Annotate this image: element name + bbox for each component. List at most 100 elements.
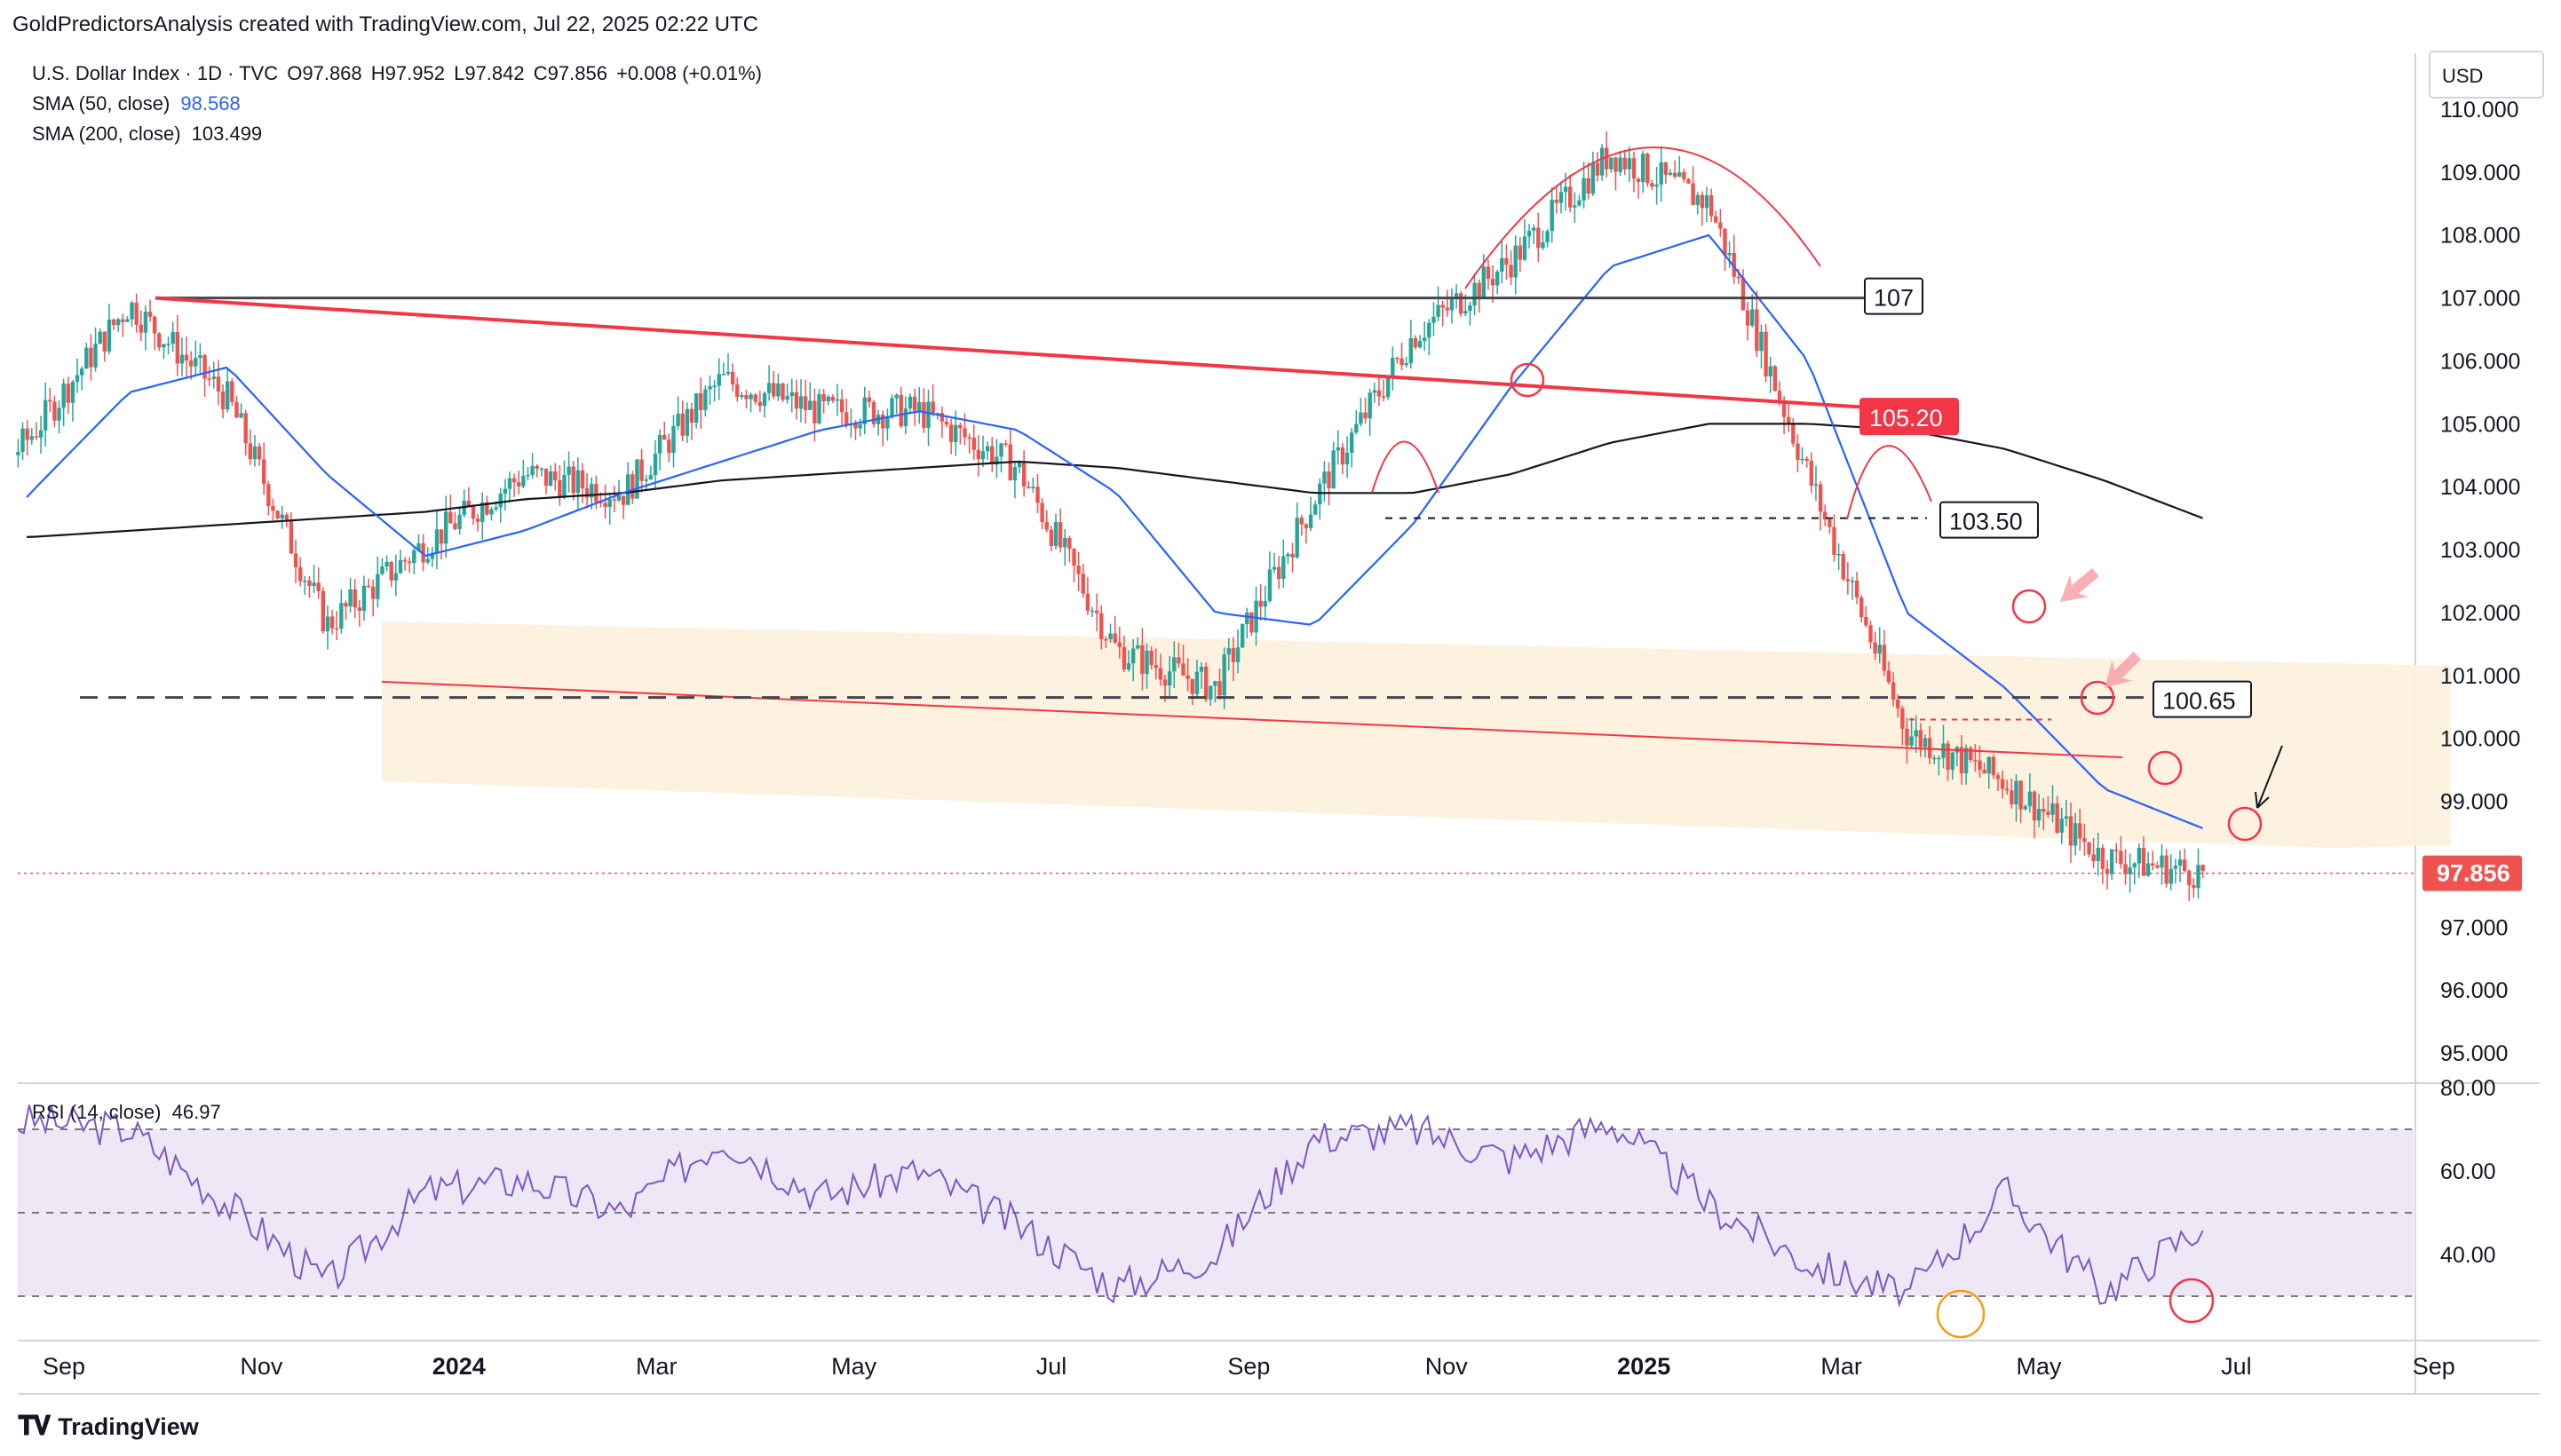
candle-body xyxy=(1791,424,1796,444)
candle-body xyxy=(485,502,489,515)
candle-body xyxy=(571,466,575,494)
candle-body xyxy=(1422,337,1427,342)
candle-body xyxy=(899,394,903,426)
candle-body xyxy=(143,312,148,333)
time-tick-label: Sep xyxy=(43,1353,85,1380)
price-tick-label: 108.000 xyxy=(2440,224,2520,249)
candle-body xyxy=(1531,227,1536,231)
candle-body xyxy=(1104,638,1108,641)
candle-body xyxy=(798,396,804,409)
candle-body xyxy=(398,559,403,574)
price-tick-label: 99.000 xyxy=(2440,790,2508,815)
candle-body xyxy=(1759,331,1764,352)
candle-body xyxy=(2046,811,2050,815)
candle-body xyxy=(1072,549,1076,566)
candle-body xyxy=(70,381,75,403)
candle-body xyxy=(66,384,71,403)
close-value: C97.856 xyxy=(533,62,607,84)
candle-body xyxy=(1440,305,1445,308)
candle-body xyxy=(1541,242,1545,249)
candle-body xyxy=(1199,666,1204,672)
candle-body xyxy=(1963,748,1969,774)
candle-body xyxy=(1027,486,1031,488)
candle-body xyxy=(1631,158,1637,179)
symbol-name[interactable]: U.S. Dollar Index · 1D · TVC xyxy=(32,62,279,84)
candle-body xyxy=(881,415,885,429)
candle-body xyxy=(1417,341,1423,348)
touch-circle xyxy=(2011,589,2047,624)
lower-trendline xyxy=(381,680,2123,758)
candle-body xyxy=(735,384,740,398)
time-tick-label: 2025 xyxy=(1617,1353,1670,1380)
candle-body xyxy=(594,484,599,502)
candle-body xyxy=(121,319,125,322)
candle-body xyxy=(84,347,89,369)
candle-body xyxy=(575,470,581,494)
sma200-legend[interactable]: SMA (200, close) 103.499 xyxy=(32,123,262,146)
candle-body xyxy=(325,616,330,632)
candle-body xyxy=(630,474,635,499)
candle-body xyxy=(2055,803,2059,833)
candle-body xyxy=(57,408,61,421)
candle-body xyxy=(1181,663,1185,676)
candle-body xyxy=(772,383,776,397)
candle-body xyxy=(1063,537,1067,548)
candle-body xyxy=(1295,518,1299,558)
candle-body xyxy=(1249,612,1254,633)
candle-body xyxy=(1035,487,1040,503)
rsi-legend[interactable]: RSI (14, close) 46.97 xyxy=(32,1101,221,1124)
candle-body xyxy=(931,401,935,414)
candle-body xyxy=(1909,736,1914,746)
candle-body xyxy=(34,436,39,438)
candle-body xyxy=(1090,610,1095,613)
candle-body xyxy=(1828,519,1832,527)
candle-body xyxy=(821,393,826,402)
candle-body xyxy=(1299,518,1304,525)
candle-body xyxy=(75,375,80,382)
candle-body xyxy=(671,425,676,454)
candle-body xyxy=(316,582,321,591)
candle-body xyxy=(2000,779,2005,789)
candle-body xyxy=(220,391,226,410)
sma50-legend[interactable]: SMA (50, close) 98.568 xyxy=(32,92,241,115)
time-tick-label: May xyxy=(831,1353,877,1380)
candle-body xyxy=(2042,809,2046,812)
candle-body xyxy=(1235,647,1241,662)
candle-body xyxy=(1340,447,1345,465)
candle-body xyxy=(1254,600,1258,633)
candle-body xyxy=(107,319,112,352)
candle-body xyxy=(1672,172,1677,178)
candle-body xyxy=(1995,775,2001,779)
candle-body xyxy=(1044,521,1049,530)
candle-body xyxy=(312,582,316,586)
candle-body xyxy=(1081,574,1085,594)
candle-body xyxy=(744,395,749,400)
candle-body xyxy=(157,333,162,348)
candle-body xyxy=(1122,646,1127,670)
tradingview-branding[interactable]: 𝐓𝐕 TradingView xyxy=(18,1412,199,1442)
candle-body xyxy=(188,360,194,367)
candle-body xyxy=(2036,809,2042,821)
candle-body xyxy=(725,371,731,375)
candle-body xyxy=(1031,487,1035,488)
candle-body xyxy=(2137,848,2142,864)
candle-body xyxy=(958,424,963,429)
candle-body xyxy=(125,319,130,322)
candle-body xyxy=(1431,316,1436,323)
candle-body xyxy=(1154,665,1158,669)
rsi-tick-label: 80.00 xyxy=(2440,1076,2496,1101)
candle-body xyxy=(1391,357,1395,377)
price-tick-label: 110.000 xyxy=(2440,98,2519,123)
candle-body xyxy=(912,396,917,411)
candle-body xyxy=(803,396,808,410)
candle-body xyxy=(1376,390,1382,397)
candle-body xyxy=(1113,633,1117,643)
candle-body xyxy=(1686,178,1691,184)
candle-body xyxy=(867,397,872,402)
candle-body xyxy=(562,474,567,498)
candle-body xyxy=(184,354,189,361)
candle-body xyxy=(944,421,949,425)
branding-text: TradingView xyxy=(58,1412,199,1440)
candle-body xyxy=(248,443,253,460)
